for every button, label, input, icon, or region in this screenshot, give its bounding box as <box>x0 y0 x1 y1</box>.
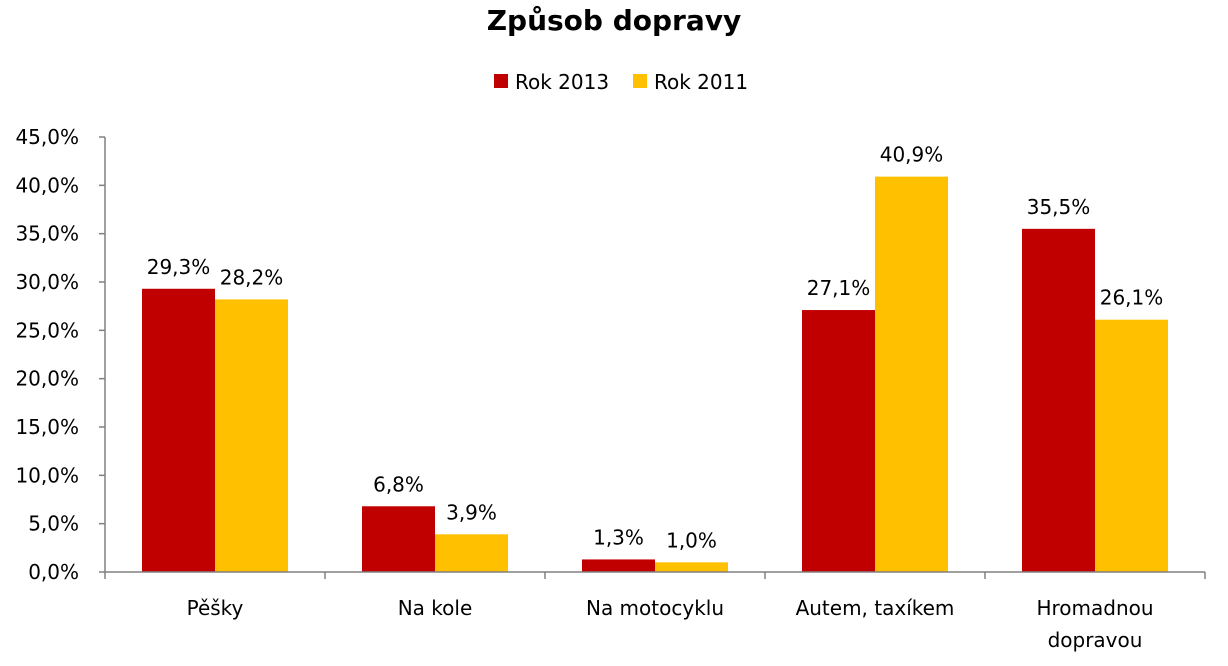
legend-swatch-1 <box>494 74 508 88</box>
chart-title: Způsob dopravy <box>487 4 742 37</box>
y-tick-label: 35,0% <box>15 222 79 246</box>
y-tick-label: 10,0% <box>15 463 79 487</box>
data-label: 26,1% <box>1100 286 1164 310</box>
x-category-label: Autem, taxíkem <box>796 596 955 620</box>
y-tick-label: 20,0% <box>15 367 79 391</box>
bars <box>142 176 1168 573</box>
x-category-label: Na motocyklu <box>586 596 724 620</box>
x-category-label: dopravou <box>1048 628 1143 652</box>
y-tick-label: 30,0% <box>15 270 79 294</box>
data-label: 1,0% <box>666 528 717 552</box>
data-label: 40,9% <box>880 143 944 167</box>
data-label: 29,3% <box>147 255 211 279</box>
y-tick-label: 5,0% <box>28 512 79 536</box>
x-category-label: Pěšky <box>187 596 244 620</box>
bar-series-2 <box>435 534 508 572</box>
y-tick-label: 25,0% <box>15 318 79 342</box>
y-tick-label: 40,0% <box>15 173 79 197</box>
legend: Rok 2013 Rok 2011 <box>494 70 748 94</box>
bar-series-1 <box>142 288 215 572</box>
bar-series-2 <box>1095 319 1168 572</box>
bar-series-1 <box>1022 228 1095 573</box>
y-tick-label: 15,0% <box>15 415 79 439</box>
x-category-label: Na kole <box>398 596 473 620</box>
bar-series-1 <box>362 506 435 572</box>
bar-series-2 <box>215 299 288 572</box>
bar-series-1 <box>802 310 875 572</box>
y-tick-label: 0,0% <box>28 560 79 584</box>
data-label: 6,8% <box>373 472 424 496</box>
bar-series-1 <box>582 559 655 572</box>
legend-label-1: Rok 2013 <box>515 70 609 94</box>
bar-series-2 <box>875 176 948 572</box>
data-label: 27,1% <box>807 276 871 300</box>
bar-series-2 <box>655 562 728 572</box>
data-labels: 29,3% 6,8% 1,3% 27,1% 35,5% 28,2% 3,9% 1,0% 40,9… <box>147 143 1164 553</box>
x-category-label: Hromadnou <box>1036 596 1153 620</box>
y-tick-label: 45,0% <box>15 125 79 149</box>
data-label: 28,2% <box>220 265 284 289</box>
y-axis: 0,0% 5,0% 10,0% 15,0% 20,0% 25,0% 30,0% 35,0% 40… <box>15 125 106 584</box>
data-label: 1,3% <box>593 525 644 549</box>
x-axis: Pěšky Na kole Na motocyklu Autem, taxíkem Hr… <box>104 571 1206 652</box>
data-label: 3,9% <box>446 500 497 524</box>
legend-swatch-2 <box>633 74 647 88</box>
data-label: 35,5% <box>1027 195 1091 219</box>
legend-label-2: Rok 2011 <box>654 70 748 94</box>
